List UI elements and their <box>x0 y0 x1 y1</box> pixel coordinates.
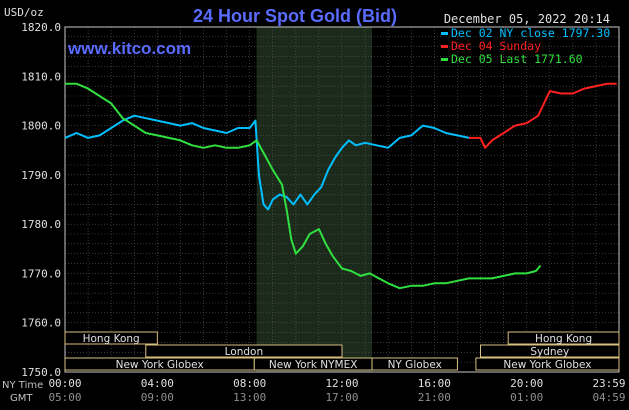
chart-date: December 05, 2022 20:14 <box>444 12 610 26</box>
x-tick-label-gmt: 04:59 <box>592 391 625 404</box>
x-tick-label-ny: 08:00 <box>233 377 266 390</box>
x-tick-label-gmt: 17:00 <box>325 391 358 404</box>
market-session-box <box>507 331 620 345</box>
y-axis-ticks: 1820.0 1810.0 1800.0 1790.0 1780.0 1770.0 1760… <box>21 21 61 379</box>
y-axis-label: USD/oz <box>4 6 44 19</box>
series-line-1 <box>469 82 617 149</box>
market-session-box <box>480 344 620 358</box>
legend-swatch <box>441 45 448 48</box>
market-session-label: London <box>225 346 264 358</box>
market-session-box <box>371 357 458 371</box>
legend-label: Dec 05 Last 1771.60 <box>451 52 583 66</box>
x-tick-label-gmt: 09:00 <box>141 391 174 404</box>
x-tick-label-gmt: 05:00 <box>48 391 81 404</box>
x-tick-label-gmt: 13:00 <box>233 391 266 404</box>
series-line-0 <box>64 114 470 211</box>
x-axis-row-label: GMT <box>10 393 33 404</box>
series-line-2 <box>65 82 542 290</box>
legend-label: Dec 02 NY close 1797.30 <box>451 26 610 40</box>
legend-label: Dec 04 Sunday <box>451 39 541 53</box>
market-session-label: NY Globex <box>388 359 442 371</box>
x-tick-label-gmt: 01:00 <box>510 391 543 404</box>
y-tick-label: 1750.0 <box>21 366 61 379</box>
x-tick-label-ny: 16:00 <box>418 377 451 390</box>
market-session-label: New York Globex <box>116 359 204 371</box>
nymex-shaded-region <box>256 27 373 372</box>
market-session-label: New York Globex <box>503 359 591 371</box>
x-axis-row-label: NY Time <box>2 380 43 391</box>
x-tick-label-gmt: 21:00 <box>418 391 451 404</box>
market-session-label: Hong Kong <box>83 333 140 345</box>
watermark-url: www.kitco.com <box>67 39 191 58</box>
plot-frame <box>64 26 620 373</box>
chart-title: 24 Hour Spot Gold (Bid) <box>193 6 397 26</box>
market-session-label: New York NYMEX <box>269 359 358 371</box>
market-session-box <box>64 331 158 345</box>
x-tick-label-ny: 04:00 <box>141 377 174 390</box>
price-series <box>64 82 617 290</box>
y-tick-label: 1760.0 <box>21 317 61 330</box>
market-session-label: Sydney <box>530 346 569 358</box>
x-tick-label-ny: 20:00 <box>510 377 543 390</box>
market-session-box <box>475 357 620 371</box>
y-tick-label: 1820.0 <box>21 21 61 34</box>
y-tick-label: 1810.0 <box>21 70 61 83</box>
x-tick-label-ny: 00:00 <box>48 377 81 390</box>
y-tick-label: 1780.0 <box>21 218 61 231</box>
legend-swatch <box>441 32 448 35</box>
y-tick-label: 1770.0 <box>21 267 61 280</box>
y-tick-label: 1800.0 <box>21 120 61 133</box>
market-session-label: Hong Kong <box>535 333 592 345</box>
y-tick-label: 1790.0 <box>21 169 61 182</box>
market-session-box <box>145 344 343 358</box>
x-tick-label-ny: 12:00 <box>325 377 358 390</box>
x-tick-label-ny: 23:59 <box>592 377 625 390</box>
legend-swatch <box>441 58 448 61</box>
